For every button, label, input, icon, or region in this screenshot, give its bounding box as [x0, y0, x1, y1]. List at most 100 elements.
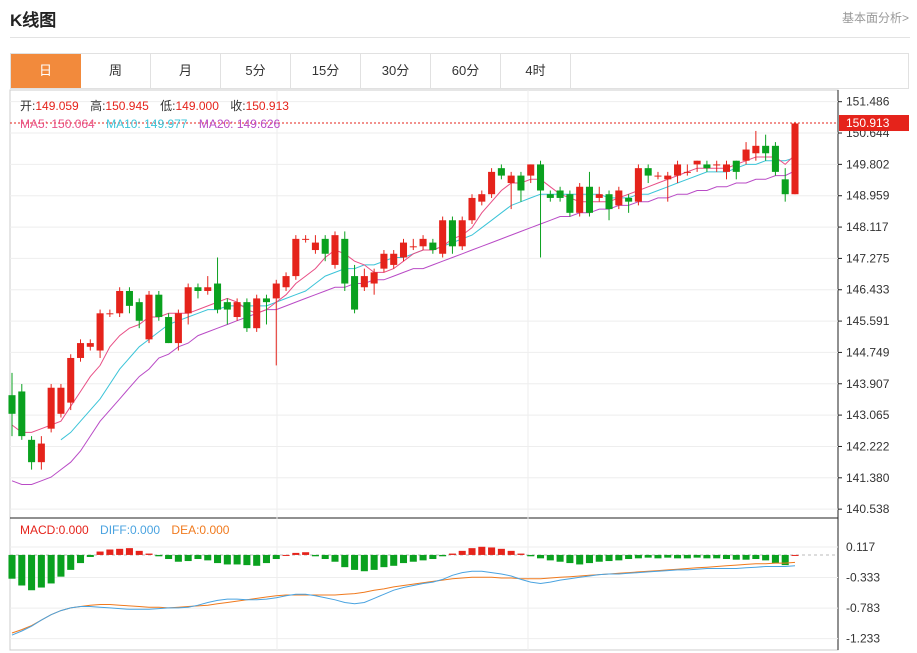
macd-bar — [302, 552, 310, 555]
macd-bar — [390, 554, 398, 566]
y-tick-label: 149.802 — [846, 157, 890, 171]
candle — [341, 231, 349, 291]
macd-bar — [8, 554, 16, 579]
candle-body — [517, 175, 525, 191]
y-tick-label: 147.275 — [846, 251, 890, 265]
candle — [165, 313, 173, 344]
tab-week[interactable]: 周 — [81, 54, 151, 88]
candle — [351, 264, 359, 314]
candle-body — [468, 197, 476, 221]
candle — [214, 257, 222, 314]
candle — [625, 194, 633, 213]
candle — [8, 372, 16, 437]
macd-bar — [106, 549, 114, 555]
open-label: 开: — [20, 99, 35, 113]
candle — [429, 238, 437, 254]
candle — [370, 268, 378, 295]
ma20-line — [11, 170, 796, 485]
candle-body — [214, 283, 222, 310]
candle — [86, 339, 94, 351]
macd-bar — [762, 554, 770, 561]
ma5-value: 150.064 — [51, 117, 95, 131]
ma-lines — [11, 154, 796, 485]
macd-bar — [67, 554, 75, 570]
ma20-value: 149.626 — [237, 117, 281, 131]
candle — [762, 134, 770, 161]
macd-bar — [184, 554, 192, 562]
chart-grid — [9, 89, 839, 651]
macd-bar — [674, 554, 682, 559]
candle — [683, 164, 691, 176]
candle-body — [507, 175, 515, 184]
tab-month[interactable]: 月 — [151, 54, 221, 88]
candle — [419, 235, 427, 251]
candle-body — [57, 387, 65, 414]
candle — [517, 171, 525, 202]
candle-body — [654, 175, 662, 177]
candle-body — [732, 160, 740, 172]
candle-body — [625, 197, 633, 202]
candle — [233, 298, 241, 321]
macd-bar — [125, 548, 133, 555]
candle-body — [615, 190, 623, 206]
macd-panel — [8, 546, 838, 636]
macd-bar — [595, 554, 603, 562]
candle-body — [86, 343, 94, 347]
candle — [458, 216, 466, 251]
candle-body — [96, 313, 104, 351]
y-tick-label: 148.117 — [846, 220, 889, 234]
candle — [488, 168, 496, 198]
macd-bar — [732, 554, 740, 560]
candle — [576, 183, 584, 217]
candle — [106, 309, 114, 318]
ma10-line — [60, 157, 796, 441]
tab-5min[interactable]: 5分 — [221, 54, 291, 88]
candle-body — [341, 238, 349, 284]
candle — [47, 384, 55, 433]
candles — [8, 121, 799, 470]
y-axis: 151.486150.644149.802148.959148.117147.2… — [838, 95, 890, 646]
tab-60min[interactable]: 60分 — [431, 54, 501, 88]
fundamental-analysis-link[interactable]: 基本面分析> — [841, 11, 909, 25]
low-value: 149.000 — [176, 99, 220, 113]
candle-body — [527, 164, 535, 176]
candle-body — [722, 164, 731, 172]
macd-bar — [713, 554, 721, 559]
tab-15min[interactable]: 15分 — [291, 54, 361, 88]
candle — [243, 298, 251, 332]
candle — [605, 190, 613, 221]
tab-30min[interactable]: 30分 — [361, 54, 431, 88]
candle — [57, 384, 65, 418]
candle — [439, 216, 447, 258]
candle — [644, 164, 652, 184]
candle-body — [67, 357, 75, 403]
y-tick-label: 151.486 — [846, 95, 890, 109]
macd-bar — [468, 548, 476, 555]
low-label: 低: — [160, 99, 175, 113]
candle — [390, 250, 398, 269]
candle — [527, 164, 535, 184]
macd-bar — [497, 548, 505, 555]
macd-bar — [253, 554, 261, 566]
candle-body — [458, 220, 466, 247]
diff-line — [11, 565, 796, 636]
candle-body — [703, 164, 711, 169]
tab-4h[interactable]: 4时 — [501, 54, 571, 88]
tab-day[interactable]: 日 — [11, 54, 81, 88]
candle-body — [47, 387, 55, 429]
open-value: 149.059 — [35, 99, 79, 113]
macd-bar — [488, 547, 496, 555]
candle-body — [664, 175, 672, 180]
candle — [331, 231, 339, 269]
dea-line — [11, 561, 796, 634]
candle-body — [674, 164, 682, 176]
candle — [595, 186, 603, 202]
macd-bar — [448, 553, 456, 555]
ma-readout: MA5: 150.064 MA10: 149.977 MA20: 149.626 — [20, 117, 281, 131]
candle-body — [331, 235, 339, 265]
candle — [399, 238, 408, 262]
candle — [321, 235, 329, 262]
macd-bar — [771, 554, 779, 564]
candle-body — [409, 246, 417, 248]
